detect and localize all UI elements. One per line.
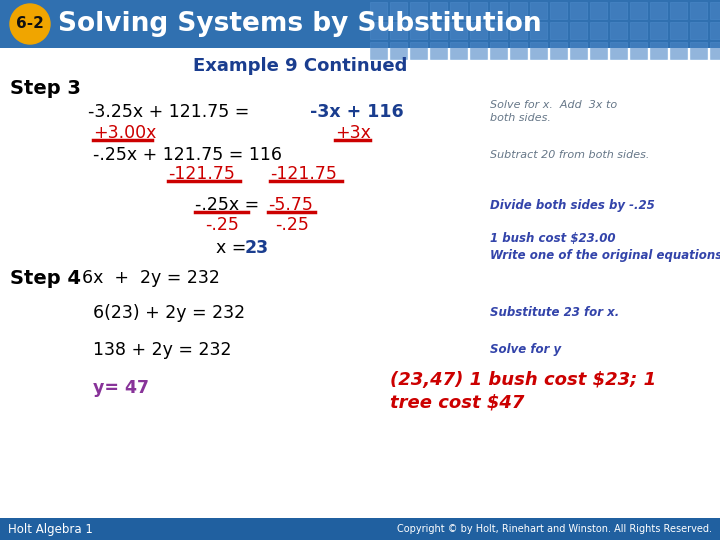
FancyBboxPatch shape — [610, 2, 627, 19]
Text: -3x + 116: -3x + 116 — [310, 103, 404, 121]
Text: -.25x =: -.25x = — [195, 196, 259, 214]
Text: -.25x + 121.75 = 116: -.25x + 121.75 = 116 — [93, 146, 282, 164]
FancyBboxPatch shape — [470, 2, 487, 19]
Text: 1 bush cost $23.00: 1 bush cost $23.00 — [490, 232, 616, 245]
Text: 6-2: 6-2 — [16, 17, 44, 31]
FancyBboxPatch shape — [410, 42, 427, 59]
Text: -.25: -.25 — [275, 216, 309, 234]
FancyBboxPatch shape — [630, 42, 647, 59]
Text: both sides.: both sides. — [490, 113, 551, 123]
Text: -121.75: -121.75 — [168, 165, 235, 183]
FancyBboxPatch shape — [410, 2, 427, 19]
Text: Solving Systems by Substitution: Solving Systems by Substitution — [58, 11, 541, 37]
Text: Example 9 Continued: Example 9 Continued — [193, 57, 408, 75]
Circle shape — [10, 4, 50, 44]
FancyBboxPatch shape — [650, 42, 667, 59]
Text: 138 + 2y = 232: 138 + 2y = 232 — [93, 341, 232, 359]
FancyBboxPatch shape — [650, 22, 667, 39]
Text: Subtract 20 from both sides.: Subtract 20 from both sides. — [490, 150, 649, 160]
FancyBboxPatch shape — [550, 2, 567, 19]
FancyBboxPatch shape — [530, 22, 547, 39]
FancyBboxPatch shape — [670, 2, 687, 19]
Text: Solve for x.  Add  3x to: Solve for x. Add 3x to — [490, 100, 617, 110]
FancyBboxPatch shape — [570, 22, 587, 39]
Text: +3.00x: +3.00x — [93, 124, 156, 142]
FancyBboxPatch shape — [430, 22, 447, 39]
FancyBboxPatch shape — [390, 42, 407, 59]
FancyBboxPatch shape — [550, 42, 567, 59]
Text: x =: x = — [216, 239, 246, 257]
FancyBboxPatch shape — [610, 42, 627, 59]
FancyBboxPatch shape — [450, 22, 467, 39]
Text: y= 47: y= 47 — [93, 379, 149, 397]
FancyBboxPatch shape — [530, 2, 547, 19]
FancyBboxPatch shape — [570, 42, 587, 59]
FancyBboxPatch shape — [370, 22, 387, 39]
FancyBboxPatch shape — [370, 2, 387, 19]
FancyBboxPatch shape — [470, 42, 487, 59]
FancyBboxPatch shape — [490, 2, 507, 19]
FancyBboxPatch shape — [510, 42, 527, 59]
FancyBboxPatch shape — [690, 22, 707, 39]
FancyBboxPatch shape — [450, 42, 467, 59]
FancyBboxPatch shape — [490, 42, 507, 59]
FancyBboxPatch shape — [0, 0, 720, 48]
Text: Holt Algebra 1: Holt Algebra 1 — [8, 523, 93, 536]
FancyBboxPatch shape — [670, 22, 687, 39]
Text: -5.75: -5.75 — [268, 196, 313, 214]
Text: -3.25x + 121.75 =: -3.25x + 121.75 = — [88, 103, 249, 121]
FancyBboxPatch shape — [610, 22, 627, 39]
FancyBboxPatch shape — [630, 22, 647, 39]
FancyBboxPatch shape — [530, 42, 547, 59]
Text: 23: 23 — [245, 239, 269, 257]
FancyBboxPatch shape — [0, 518, 720, 540]
Text: Copyright © by Holt, Rinehart and Winston. All Rights Reserved.: Copyright © by Holt, Rinehart and Winsto… — [397, 524, 712, 534]
Text: Solve for y: Solve for y — [490, 343, 561, 356]
FancyBboxPatch shape — [670, 42, 687, 59]
FancyBboxPatch shape — [490, 22, 507, 39]
FancyBboxPatch shape — [450, 2, 467, 19]
FancyBboxPatch shape — [590, 2, 607, 19]
FancyBboxPatch shape — [430, 42, 447, 59]
Text: +3x: +3x — [335, 124, 371, 142]
Text: Substitute 23 for x.: Substitute 23 for x. — [490, 307, 619, 320]
Text: -121.75: -121.75 — [270, 165, 337, 183]
Text: -.25: -.25 — [205, 216, 239, 234]
FancyBboxPatch shape — [430, 2, 447, 19]
FancyBboxPatch shape — [390, 2, 407, 19]
FancyBboxPatch shape — [590, 22, 607, 39]
Text: (23,47) 1 bush cost $23; 1: (23,47) 1 bush cost $23; 1 — [390, 371, 656, 389]
FancyBboxPatch shape — [690, 2, 707, 19]
Text: Step 3: Step 3 — [10, 78, 81, 98]
FancyBboxPatch shape — [470, 22, 487, 39]
FancyBboxPatch shape — [630, 2, 647, 19]
FancyBboxPatch shape — [550, 22, 567, 39]
FancyBboxPatch shape — [710, 42, 720, 59]
FancyBboxPatch shape — [570, 2, 587, 19]
FancyBboxPatch shape — [710, 22, 720, 39]
Text: Step 4: Step 4 — [10, 268, 81, 287]
Text: Divide both sides by -.25: Divide both sides by -.25 — [490, 199, 654, 212]
Text: 6x  +  2y = 232: 6x + 2y = 232 — [82, 269, 220, 287]
FancyBboxPatch shape — [370, 42, 387, 59]
Text: tree cost $47: tree cost $47 — [390, 394, 524, 412]
FancyBboxPatch shape — [410, 22, 427, 39]
Text: Write one of the original equations.: Write one of the original equations. — [490, 248, 720, 261]
FancyBboxPatch shape — [690, 42, 707, 59]
FancyBboxPatch shape — [510, 22, 527, 39]
FancyBboxPatch shape — [510, 2, 527, 19]
Text: 6(23) + 2y = 232: 6(23) + 2y = 232 — [93, 304, 245, 322]
FancyBboxPatch shape — [710, 2, 720, 19]
FancyBboxPatch shape — [390, 22, 407, 39]
FancyBboxPatch shape — [650, 2, 667, 19]
FancyBboxPatch shape — [590, 42, 607, 59]
